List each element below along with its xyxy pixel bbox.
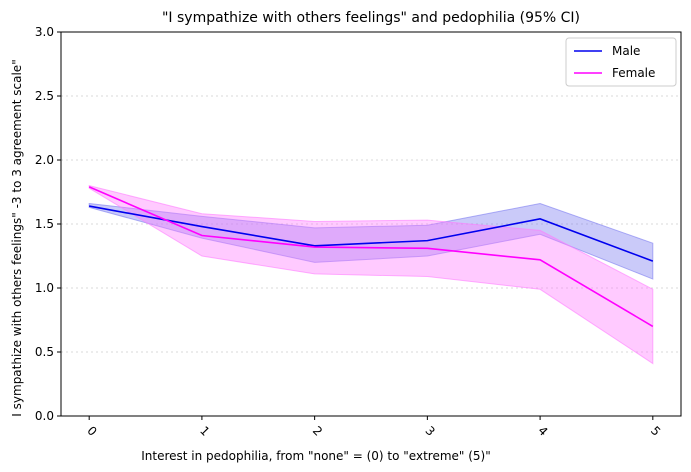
series-line-male (89, 205, 654, 262)
legend-box (565, 37, 677, 87)
ci-band-male (88, 202, 654, 280)
x-tick-label: 5 (648, 424, 663, 439)
confidence-bands (88, 184, 654, 365)
grid-lines (61, 95, 681, 353)
y-tick-label: 1.0 (35, 281, 54, 295)
x-tick-label: 2 (310, 424, 325, 439)
x-axis-label: Interest in pedophilia, from "none" = (0… (141, 449, 491, 463)
ci-band-female (88, 184, 654, 365)
legend-label-male: Male (612, 44, 640, 58)
x-tick-label: 3 (423, 424, 438, 439)
legend: Male Female (565, 37, 677, 87)
y-tick-label: 2.0 (35, 153, 54, 167)
series-lines (88, 186, 654, 328)
x-tick-label: 4 (535, 424, 550, 439)
series-line-female (88, 186, 654, 328)
x-tick-label: 0 (84, 424, 99, 439)
y-tick-label: 1.5 (35, 217, 54, 231)
x-tick-label: 1 (197, 424, 212, 439)
y-tick-label: 0.5 (35, 345, 54, 359)
y-tick-label: 3.0 (35, 25, 54, 39)
legend-label-female: Female (612, 66, 655, 80)
y-tick-label: 0.0 (35, 409, 54, 423)
y-tick-label: 2.5 (35, 89, 54, 103)
chart-title: "I sympathize with others feelings" and … (162, 10, 580, 26)
x-axis-ticks: 0 1 2 3 4 5 (84, 416, 663, 439)
y-axis-label: I sympathize with others feelings" -3 to… (10, 59, 24, 416)
y-axis-ticks: 0.0 0.5 1.0 1.5 2.0 2.5 3.0 (35, 25, 61, 423)
